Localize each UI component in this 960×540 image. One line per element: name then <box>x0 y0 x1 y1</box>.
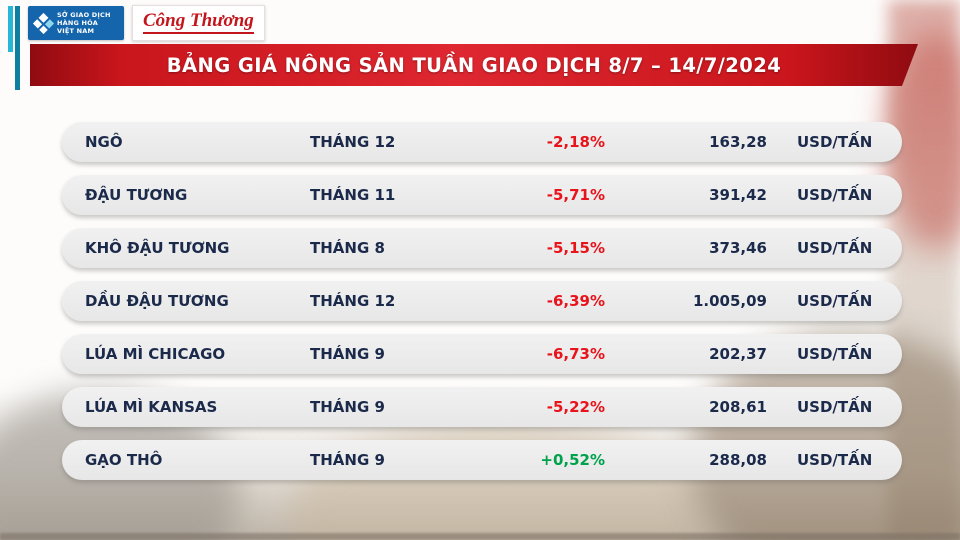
accent-bar-cyan <box>8 6 13 52</box>
price-value: 202,37 <box>709 345 767 363</box>
price-unit: USD/TẤN <box>797 451 873 469</box>
table-row: NGÔ THÁNG 12 -2,18% 163,28 USD/TẤN <box>62 122 902 162</box>
commodity-name: KHÔ ĐẬU TƯƠNG <box>85 239 230 257</box>
percent-change: -5,15% <box>546 239 605 257</box>
mxv-exchange-logo: SỞ GIAO DỊCH HÀNG HÓA VIỆT NAM <box>28 6 124 40</box>
price-unit: USD/TẤN <box>797 133 873 151</box>
price-value: 288,08 <box>709 451 767 469</box>
congthuong-logo-text: Công Thương <box>143 11 254 34</box>
price-value: 373,46 <box>709 239 767 257</box>
commodity-name: LÚA MÌ CHICAGO <box>85 345 226 363</box>
price-value: 391,42 <box>709 186 767 204</box>
price-unit: USD/TẤN <box>797 186 873 204</box>
percent-change: -6,39% <box>546 292 605 310</box>
page-title: BẢNG GIÁ NÔNG SẢN TUẦN GIAO DỊCH 8/7 – 1… <box>166 53 782 77</box>
commodity-name: DẦU ĐẬU TƯƠNG <box>85 292 229 310</box>
contract-month: THÁNG 11 <box>310 186 396 204</box>
commodity-name: ĐẬU TƯƠNG <box>85 186 188 204</box>
price-value: 163,28 <box>709 133 767 151</box>
contract-month: THÁNG 9 <box>310 345 385 363</box>
table-row: ĐẬU TƯƠNG THÁNG 11 -5,71% 391,42 USD/TẤN <box>62 175 902 215</box>
percent-change: -5,22% <box>546 398 605 416</box>
price-unit: USD/TẤN <box>797 345 873 363</box>
mxv-logo-line: HÀNG HÓA <box>57 19 98 27</box>
contract-month: THÁNG 12 <box>310 292 396 310</box>
contract-month: THÁNG 12 <box>310 133 396 151</box>
price-unit: USD/TẤN <box>797 239 873 257</box>
table-row: KHÔ ĐẬU TƯƠNG THÁNG 8 -5,15% 373,46 USD/… <box>62 228 902 268</box>
diamond-logo-icon <box>32 12 55 34</box>
percent-change: +0,52% <box>540 451 605 469</box>
price-value: 1.005,09 <box>692 292 767 310</box>
table-row: DẦU ĐẬU TƯƠNG THÁNG 12 -6,39% 1.005,09 U… <box>62 281 902 321</box>
commodity-name: LÚA MÌ KANSAS <box>85 398 218 416</box>
price-unit: USD/TẤN <box>797 398 873 416</box>
background-bottom-edge <box>0 533 960 540</box>
commodity-name: GẠO THÔ <box>85 451 163 469</box>
price-unit: USD/TẤN <box>797 292 873 310</box>
price-value: 208,61 <box>709 398 767 416</box>
mxv-logo-text: SỞ GIAO DỊCH HÀNG HÓA VIỆT NAM <box>57 11 111 35</box>
congthuong-logo: Công Thương <box>132 5 265 41</box>
contract-month: THÁNG 9 <box>310 398 385 416</box>
contract-month: THÁNG 8 <box>310 239 385 257</box>
accent-bar-teal <box>15 6 20 90</box>
table-row: GẠO THÔ THÁNG 9 +0,52% 288,08 USD/TẤN <box>62 440 902 480</box>
title-banner: BẢNG GIÁ NÔNG SẢN TUẦN GIAO DỊCH 8/7 – 1… <box>30 44 918 86</box>
table-row: LÚA MÌ KANSAS THÁNG 9 -5,22% 208,61 USD/… <box>62 387 902 427</box>
mxv-logo-line: VIỆT NAM <box>57 27 95 35</box>
price-table: NGÔ THÁNG 12 -2,18% 163,28 USD/TẤN ĐẬU T… <box>62 122 902 493</box>
percent-change: -6,73% <box>546 345 605 363</box>
percent-change: -2,18% <box>546 133 605 151</box>
mxv-logo-line: SỞ GIAO DỊCH <box>57 11 111 19</box>
contract-month: THÁNG 9 <box>310 451 385 469</box>
percent-change: -5,71% <box>546 186 605 204</box>
table-row: LÚA MÌ CHICAGO THÁNG 9 -6,73% 202,37 USD… <box>62 334 902 374</box>
commodity-name: NGÔ <box>85 133 123 151</box>
